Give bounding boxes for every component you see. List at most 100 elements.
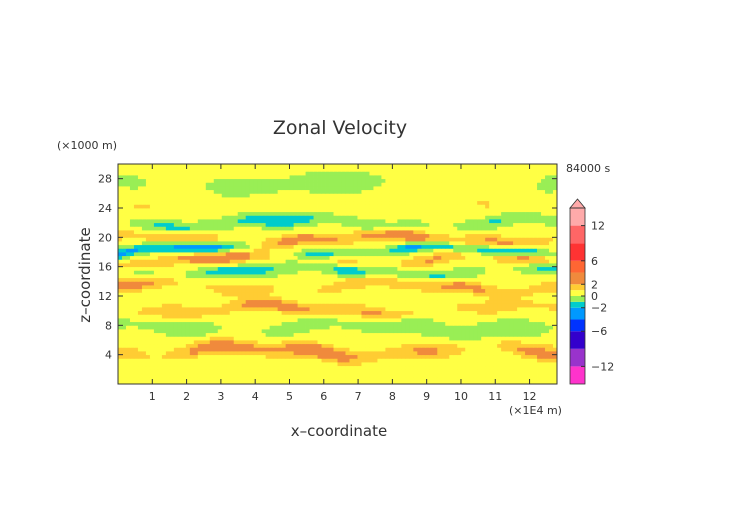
field-cell: [161, 277, 167, 282]
field-cell: [309, 373, 314, 378]
field-cell: [293, 292, 298, 297]
field-cell: [361, 329, 366, 334]
field-cell: [541, 222, 546, 227]
field-cell: [393, 325, 398, 330]
field-cell: [461, 241, 466, 246]
field-cell: [173, 296, 179, 301]
field-cell: [357, 296, 362, 301]
field-cell: [485, 244, 490, 249]
field-cell: [205, 252, 211, 257]
field-cell: [537, 255, 542, 260]
field-cell: [205, 343, 211, 348]
field-cell: [365, 244, 370, 249]
field-cell: [293, 248, 298, 253]
field-cell: [289, 277, 294, 282]
field-cell: [217, 259, 223, 264]
field-cell: [509, 270, 514, 275]
field-cell: [197, 244, 203, 249]
field-cell: [473, 222, 478, 227]
field-cell: [281, 252, 287, 257]
field-cell: [541, 340, 546, 345]
field-cell: [513, 329, 518, 334]
field-cell: [137, 362, 143, 367]
field-cell: [485, 266, 490, 271]
field-cell: [189, 358, 195, 363]
field-cell: [329, 274, 334, 279]
field-cell: [525, 259, 530, 264]
field-cell: [469, 274, 474, 279]
field-cell: [345, 321, 350, 326]
field-cell: [497, 244, 502, 249]
field-cell: [365, 380, 370, 385]
field-cell: [537, 259, 542, 264]
field-cell: [361, 244, 366, 249]
field-cell: [533, 285, 538, 290]
field-cell: [145, 241, 151, 246]
field-cell: [469, 347, 474, 352]
field-cell: [221, 219, 227, 224]
field-cell: [437, 281, 442, 286]
field-cell: [469, 369, 474, 374]
field-cell: [381, 343, 386, 348]
field-cell: [533, 332, 538, 337]
field-cell: [377, 296, 382, 301]
field-cell: [429, 380, 434, 385]
field-cell: [121, 362, 127, 367]
field-cell: [133, 358, 139, 363]
field-cell: [553, 373, 558, 378]
field-cell: [185, 237, 191, 242]
field-cell: [481, 314, 486, 319]
field-cell: [537, 351, 542, 356]
field-cell: [225, 307, 231, 312]
field-cell: [253, 362, 259, 367]
field-cell: [461, 219, 466, 224]
field-cell: [165, 219, 171, 224]
field-cell: [393, 270, 398, 275]
field-cell: [233, 343, 239, 348]
field-cell: [385, 314, 390, 319]
field-cell: [269, 270, 275, 275]
field-cell: [149, 215, 155, 220]
field-cell: [545, 376, 550, 381]
field-cell: [257, 288, 263, 293]
field-cell: [389, 219, 394, 224]
field-cell: [509, 281, 514, 286]
field-cell: [225, 340, 231, 345]
field-cell: [341, 237, 346, 242]
field-cell: [305, 336, 310, 341]
field-cell: [237, 255, 243, 260]
field-cell: [233, 310, 239, 315]
field-cell: [525, 307, 530, 312]
field-cell: [253, 307, 259, 312]
field-cell: [141, 270, 147, 275]
field-cell: [405, 325, 410, 330]
field-cell: [429, 351, 434, 356]
field-cell: [437, 354, 442, 359]
field-cell: [118, 259, 123, 264]
field-cell: [321, 222, 326, 227]
field-cell: [453, 237, 458, 242]
field-cell: [545, 281, 550, 286]
field-cell: [365, 343, 370, 348]
field-cell: [189, 325, 195, 330]
field-cell: [193, 380, 199, 385]
field-cell: [141, 222, 147, 227]
field-cell: [325, 292, 330, 297]
field-cell: [129, 354, 135, 359]
field-cell: [381, 380, 386, 385]
field-cell: [477, 380, 482, 385]
field-cell: [281, 365, 287, 370]
field-cell: [289, 292, 294, 297]
field-cell: [413, 303, 418, 308]
field-cell: [157, 325, 163, 330]
field-cell: [161, 263, 167, 268]
field-cell: [301, 365, 306, 370]
field-cell: [118, 219, 123, 224]
field-cell: [289, 310, 294, 315]
field-cell: [297, 292, 302, 297]
field-cell: [333, 347, 338, 352]
field-cell: [189, 310, 195, 315]
field-cell: [553, 222, 558, 227]
field-cell: [501, 259, 506, 264]
field-cell: [265, 252, 271, 257]
